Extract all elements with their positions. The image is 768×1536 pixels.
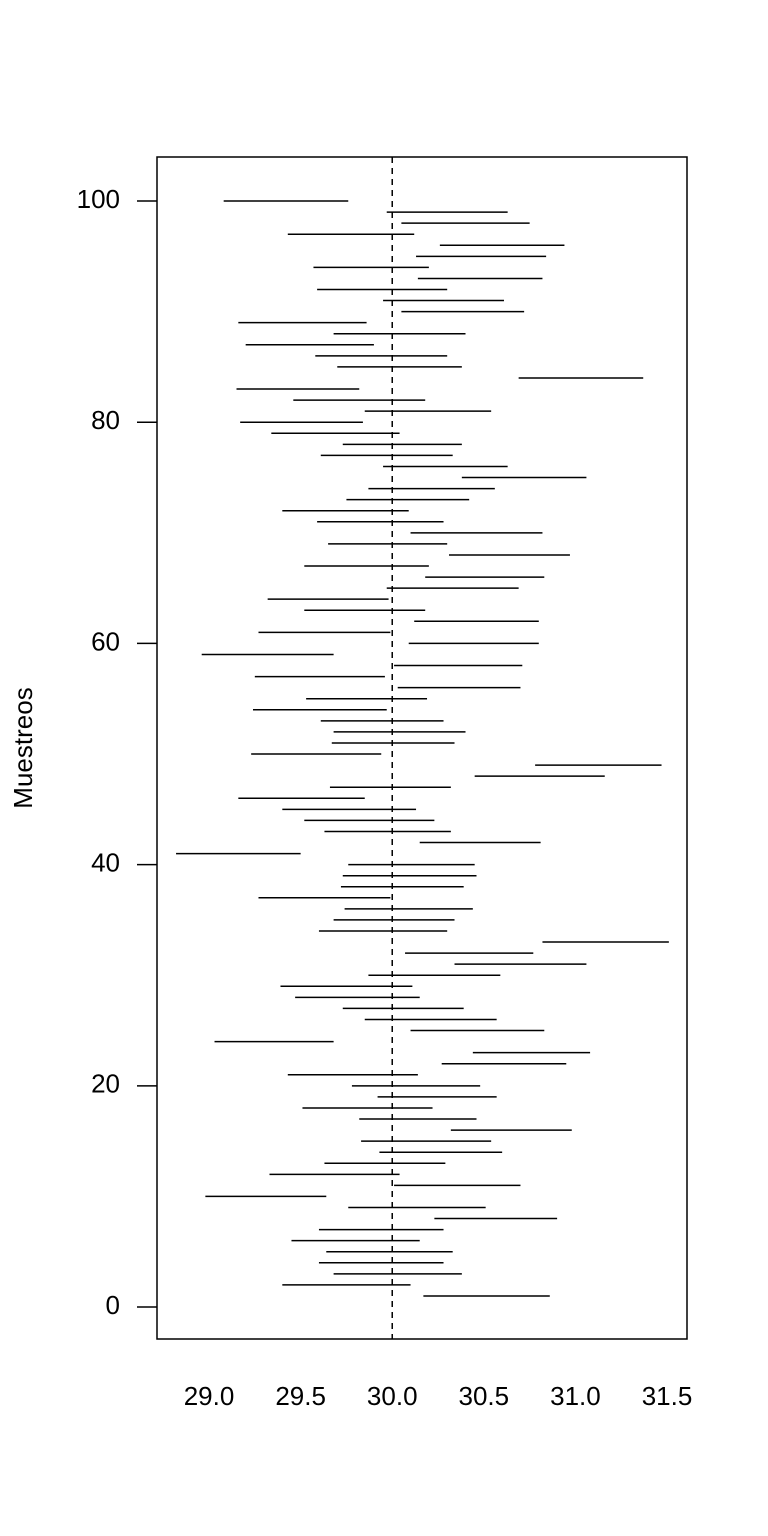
- y-tick-label: 20: [91, 1069, 120, 1099]
- y-tick-label: 0: [106, 1290, 120, 1320]
- x-tick-label: 29.5: [275, 1381, 326, 1411]
- y-tick-label: 40: [91, 848, 120, 878]
- y-tick-label: 100: [77, 184, 120, 214]
- y-tick-label: 80: [91, 405, 120, 435]
- x-tick-label: 30.5: [459, 1381, 510, 1411]
- x-tick-label: 30.0: [367, 1381, 418, 1411]
- x-tick-label: 31.5: [642, 1381, 693, 1411]
- y-axis-label: Muestreos: [8, 687, 38, 808]
- plot-frame: [156, 156, 688, 1340]
- x-tick-label: 29.0: [184, 1381, 235, 1411]
- x-tick-label: 31.0: [550, 1381, 601, 1411]
- y-tick-label: 60: [91, 626, 120, 656]
